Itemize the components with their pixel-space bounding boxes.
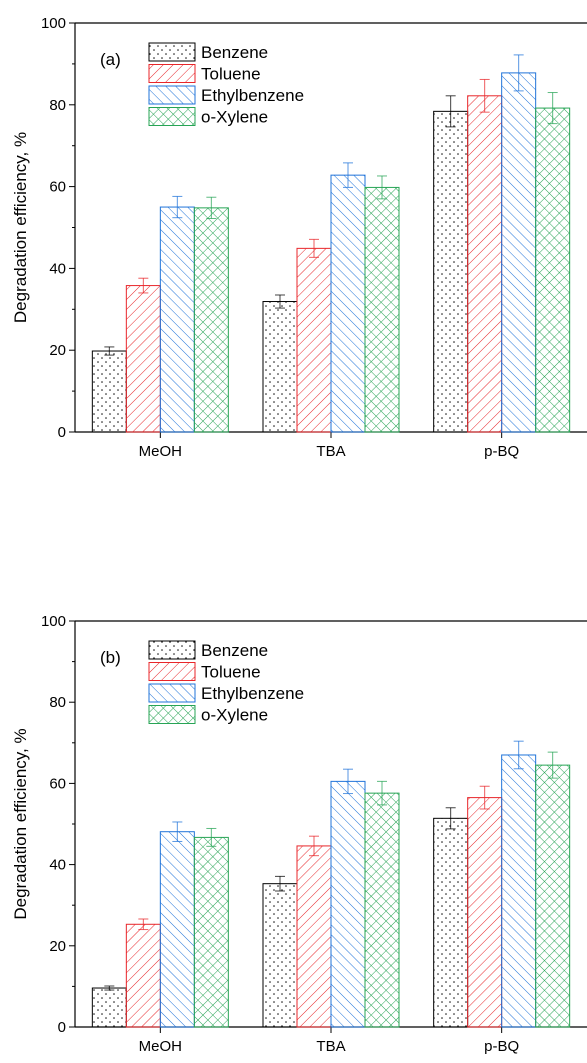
legend-swatch-benzene (148, 640, 196, 660)
bar-benzene-meoh (91, 350, 127, 433)
bar-toluene-p-bq (467, 95, 503, 433)
y-tick-label: 60 (49, 179, 66, 196)
panel-label: (b) (100, 648, 121, 667)
legend-swatch-benzene (148, 42, 196, 62)
x-tick-label: TBA (316, 1038, 345, 1055)
legend-swatch-toluene (148, 64, 196, 83)
bar-o-xylene-p-bq (535, 107, 571, 433)
y-tick-label: 20 (49, 342, 66, 359)
bar-o-xylene-meoh (193, 836, 229, 1028)
bar-toluene-meoh (125, 923, 161, 1028)
legend-label-o-xylene: o-Xylene (201, 706, 268, 725)
x-tick-label: TBA (316, 443, 345, 460)
bar-ethylbenzene-p-bq (501, 72, 537, 433)
legend-swatch-ethylbenzene (148, 85, 196, 105)
x-tick-label: p-BQ (484, 1038, 519, 1055)
legend-swatch-toluene (148, 662, 196, 681)
y-tick-label: 0 (58, 424, 66, 441)
bar-o-xylene-tba (364, 792, 400, 1028)
bar-benzene-tba (262, 883, 298, 1028)
y-tick-label: 40 (49, 260, 66, 277)
bar-o-xylene-p-bq (535, 764, 571, 1028)
bar-benzene-p-bq (433, 817, 469, 1028)
chart-panel-a: 0 20 40 60 80 100 Degradation efficiency, % (a)… (11, 15, 587, 460)
bar-ethylbenzene-meoh (159, 831, 195, 1028)
y-tick-label: 80 (49, 97, 66, 114)
bar-benzene-tba (262, 301, 298, 433)
legend-swatch-o-xylene (148, 705, 196, 724)
y-tick-label: 80 (49, 694, 66, 711)
x-tick-label: p-BQ (484, 443, 519, 460)
y-tick-label: 20 (49, 938, 66, 955)
bar-o-xylene-tba (364, 186, 400, 433)
x-tick-label: MeOH (139, 1038, 182, 1055)
legend: Benzene Toluene Ethylbenzene o-Xylene (148, 640, 304, 725)
y-tick-label: 100 (41, 613, 66, 630)
bar-benzene-meoh (91, 987, 127, 1028)
legend-label-ethylbenzene: Ethylbenzene (201, 684, 304, 703)
legend-label-o-xylene: o-Xylene (201, 108, 268, 127)
legend-label-benzene: Benzene (201, 641, 268, 660)
legend-label-benzene: Benzene (201, 43, 268, 62)
legend-label-toluene: Toluene (201, 65, 261, 84)
legend-swatch-o-xylene (148, 107, 196, 126)
bar-ethylbenzene-meoh (159, 206, 195, 433)
bar-toluene-meoh (125, 285, 161, 433)
chart-panel-b: 0 20 40 60 80 100 Degradation efficiency, % (b)… (11, 613, 587, 1055)
bar-o-xylene-meoh (193, 207, 229, 433)
x-tick-label: MeOH (139, 443, 182, 460)
panel-label: (a) (100, 50, 121, 69)
bar-ethylbenzene-tba (330, 174, 366, 433)
bar-toluene-p-bq (467, 797, 503, 1028)
y-tick-label: 60 (49, 775, 66, 792)
legend-label-toluene: Toluene (201, 663, 261, 682)
bar-toluene-tba (296, 247, 332, 433)
bar-ethylbenzene-p-bq (501, 754, 537, 1028)
legend-label-ethylbenzene: Ethylbenzene (201, 86, 304, 105)
bar-ethylbenzene-tba (330, 780, 366, 1028)
y-axis-label: Degradation efficiency, % (11, 728, 30, 919)
y-tick-label: 0 (58, 1019, 66, 1036)
legend-swatch-ethylbenzene (148, 683, 196, 703)
bar-toluene-tba (296, 845, 332, 1028)
y-tick-label: 100 (41, 15, 66, 32)
y-tick-label: 40 (49, 857, 66, 874)
y-axis-label: Degradation efficiency, % (11, 132, 30, 323)
legend: Benzene Toluene Ethylbenzene o-Xylene (148, 42, 304, 127)
bar-benzene-p-bq (433, 110, 469, 433)
